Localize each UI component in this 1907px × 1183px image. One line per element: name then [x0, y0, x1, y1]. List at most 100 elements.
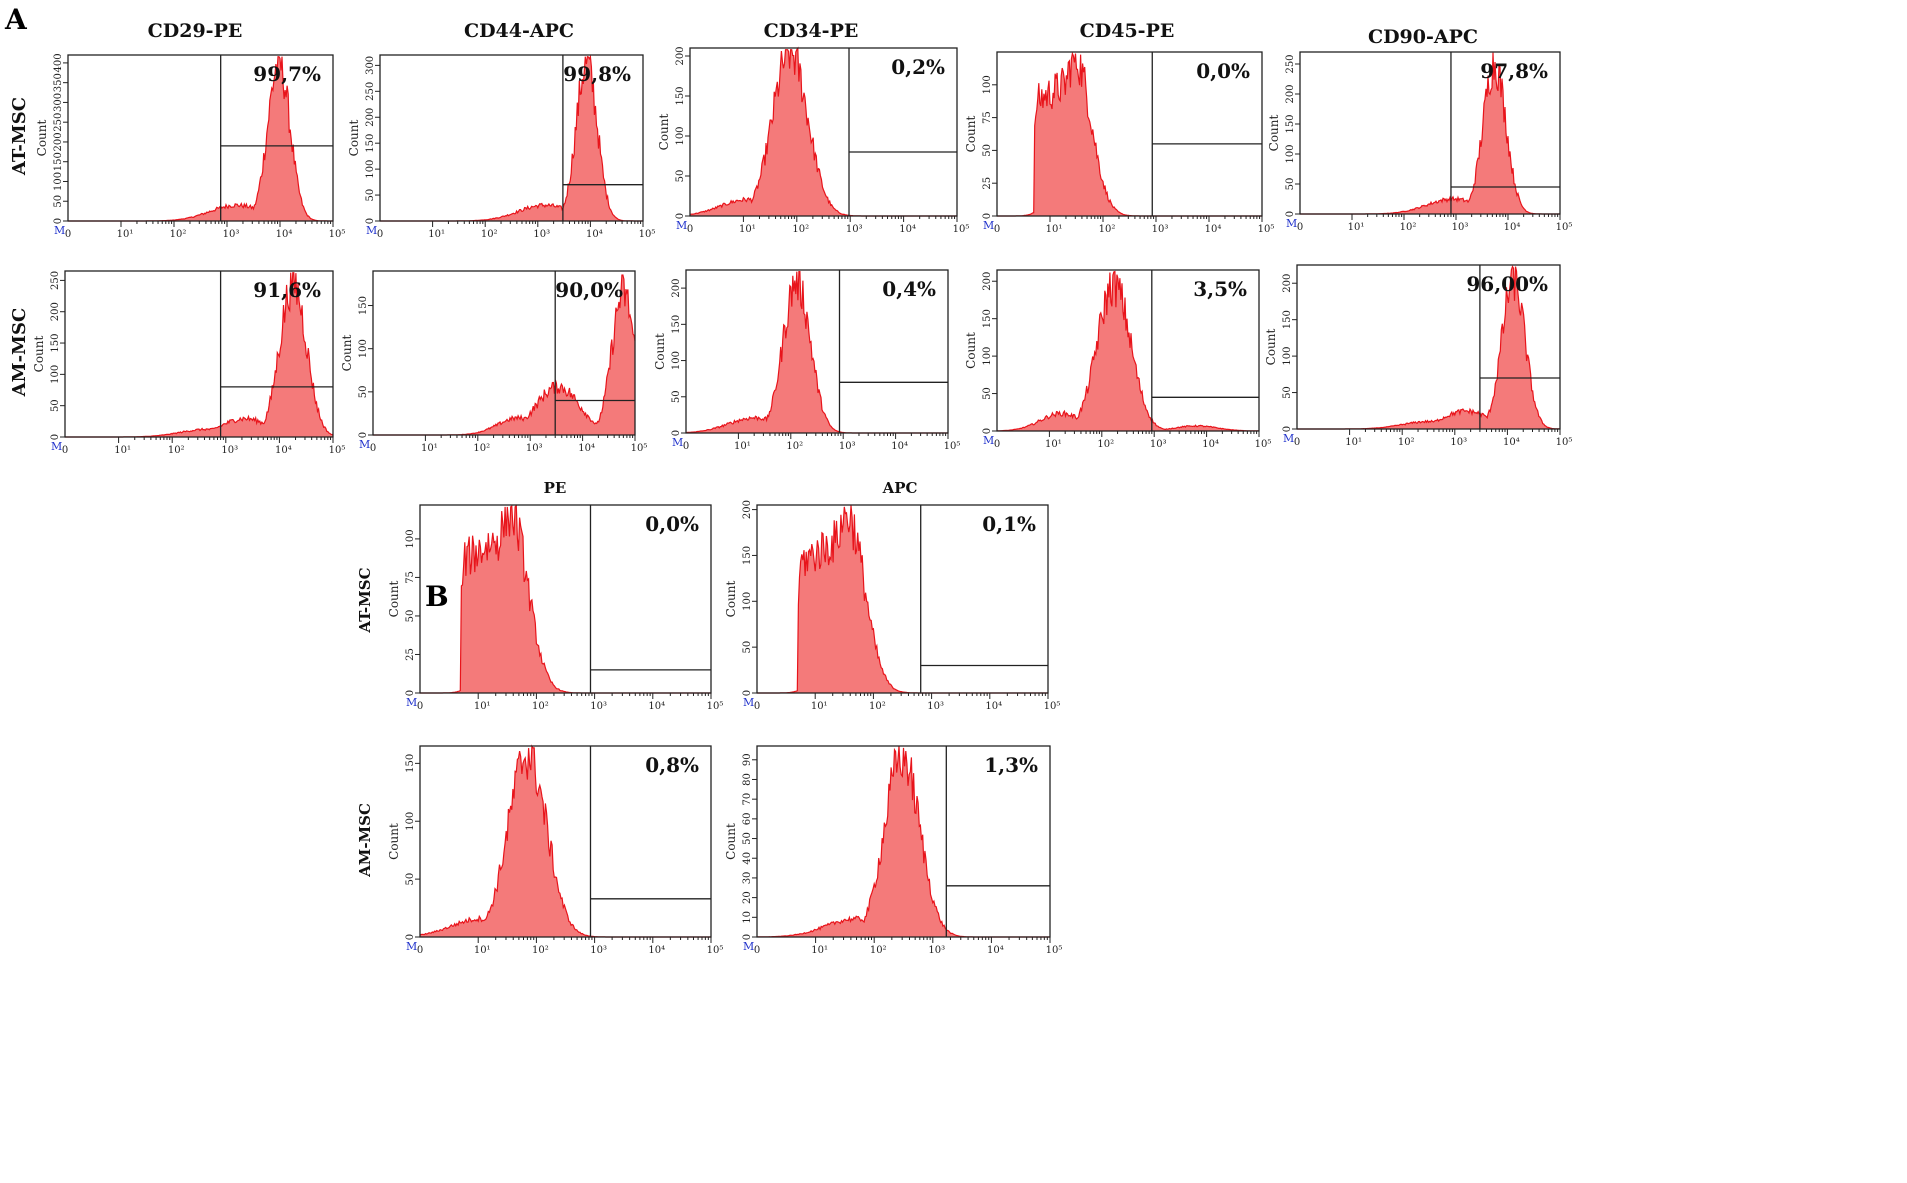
y-tick-label: 400 — [53, 53, 64, 72]
x-tick-label: 10¹ — [474, 701, 491, 712]
y-tick-label: 100 — [50, 365, 61, 384]
gate-marker-label: M — [359, 438, 370, 451]
plot-frame — [419, 504, 712, 694]
y-tick-label: 50 — [742, 832, 753, 845]
row-label: AM-MSC — [9, 308, 30, 398]
x-tick-label: 10⁵ — [707, 701, 724, 712]
x-tick-label: 10⁵ — [329, 445, 346, 456]
y-tick-label: 0 — [1282, 426, 1293, 432]
histogram-fill — [686, 271, 948, 433]
x-tick-label: 10² — [532, 945, 549, 956]
x-tick-label: 0 — [65, 229, 71, 240]
y-tick-label: 50 — [53, 195, 64, 208]
x-tick-label: 10⁴ — [899, 224, 916, 235]
y-tick-label: 200 — [1285, 84, 1296, 103]
y-tick-label: 200 — [1282, 274, 1293, 293]
x-tick-label: 10⁵ — [1556, 222, 1573, 233]
x-tick-label: 10¹ — [114, 445, 131, 456]
x-tick-label: 10⁵ — [1556, 437, 1573, 448]
y-tick-label: 200 — [53, 132, 64, 151]
x-tick-label: 10⁴ — [1205, 224, 1222, 235]
x-tick-label: 0 — [1297, 222, 1303, 233]
y-tick-label: 150 — [675, 86, 686, 105]
plot-frame — [685, 269, 949, 434]
plot-frame — [756, 745, 1051, 938]
y-tick-label: 150 — [365, 134, 376, 153]
x-tick-label: 10¹ — [1345, 437, 1362, 448]
x-tick-label: 10¹ — [734, 441, 751, 452]
x-tick-label: 10¹ — [428, 229, 445, 240]
histogram-b-at-pe: 0 25 50 75 100 Count 0 10¹ 10² 10³ 10⁴ 10⁵ M 0,0% PE — [387, 479, 723, 712]
y-tick-label: 150 — [671, 315, 682, 334]
y-axis-label: Count — [347, 119, 361, 156]
y-tick-label: 0 — [358, 432, 369, 438]
gate-marker-label: M — [743, 696, 754, 709]
y-tick-label: 200 — [365, 108, 376, 127]
plot-frame — [379, 54, 644, 222]
x-tick-label: 10¹ — [117, 229, 134, 240]
x-tick-label: 10² — [170, 229, 187, 240]
y-tick-label: 150 — [1285, 114, 1296, 133]
x-tick-label: 10¹ — [474, 945, 491, 956]
y-tick-label: 0 — [675, 213, 686, 219]
x-tick-label: 10¹ — [811, 945, 828, 956]
y-tick-label: 150 — [50, 333, 61, 352]
x-tick-label: 10² — [1099, 224, 1116, 235]
histogram-fill — [997, 53, 1262, 216]
x-tick-label: 0 — [1294, 437, 1300, 448]
x-tick-label: 10³ — [1152, 224, 1169, 235]
gate-marker-label: M — [672, 436, 683, 449]
marker-title: PE — [544, 479, 567, 497]
x-tick-label: 0 — [417, 945, 423, 956]
y-axis-label: Count — [724, 823, 738, 860]
x-tick-label: 10⁵ — [953, 224, 970, 235]
y-tick-label: 70 — [742, 793, 753, 806]
x-tick-label: 10⁴ — [275, 445, 292, 456]
x-tick-label: 10⁴ — [1202, 439, 1219, 450]
y-tick-label: 0 — [982, 213, 993, 219]
y-tick-label: 150 — [1282, 310, 1293, 329]
marker-title: APC — [882, 479, 918, 497]
gate-marker-label: M — [743, 940, 754, 953]
histogram-b-at-apc: 0 50 100 150 200 Count 0 10¹ 10² 10³ 10⁴ 10⁵ M 0,1% AP… — [724, 479, 1060, 712]
y-tick-label: 250 — [365, 82, 376, 101]
histogram-b-am-apc: 0 10 20 30 40 50 60 70 80 90 Count 0 10¹ 10² 10³ 10⁴ 10⁵… — [724, 745, 1062, 956]
x-tick-label: 0 — [62, 445, 68, 456]
y-tick-label: 0 — [53, 218, 64, 224]
x-tick-label: 10² — [1398, 437, 1415, 448]
x-tick-label: 10³ — [1452, 222, 1469, 233]
x-tick-label: 10⁴ — [985, 701, 1002, 712]
x-tick-label: 0 — [994, 439, 1000, 450]
histogram-fill — [380, 56, 643, 222]
percent-label: 90,0% — [555, 278, 623, 302]
x-tick-label: 10³ — [533, 229, 550, 240]
y-tick-label: 250 — [1285, 54, 1296, 73]
y-tick-label: 50 — [405, 873, 416, 886]
x-tick-label: 10¹ — [811, 701, 828, 712]
x-tick-label: 10⁵ — [707, 945, 724, 956]
y-tick-label: 100 — [671, 351, 682, 370]
x-tick-label: 10¹ — [1046, 224, 1063, 235]
x-tick-label: 0 — [683, 441, 689, 452]
y-axis-label: Count — [387, 580, 401, 617]
x-tick-label: 10⁴ — [578, 443, 595, 454]
y-axis-label: Count — [1267, 114, 1281, 151]
y-tick-label: 150 — [358, 296, 369, 315]
gate-marker-label: M — [51, 440, 62, 453]
y-tick-label: 100 — [358, 339, 369, 358]
histogram-a-am-cd34: 0 50 100 150 200 Count 0 10¹ 10² 10³ 10⁴ 10⁵ M 0,4% — [653, 269, 960, 452]
histogram-a-at-cd45: 0 25 50 75 100 Count 0 10¹ 10² 10³ 10⁴ 10⁵ M 0,0% CD45… — [964, 20, 1274, 235]
y-axis-label: Count — [35, 119, 49, 156]
plot-frame — [996, 51, 1263, 217]
y-tick-label: 200 — [671, 279, 682, 298]
y-tick-label: 350 — [53, 73, 64, 92]
histogram-fill — [68, 56, 333, 222]
y-tick-label: 0 — [982, 428, 993, 434]
histogram-fill — [420, 505, 711, 693]
y-tick-label: 100 — [1282, 347, 1293, 366]
percent-label: 3,5% — [1193, 277, 1247, 301]
histogram-fill — [757, 505, 1048, 693]
y-axis-label: Count — [1264, 328, 1278, 365]
